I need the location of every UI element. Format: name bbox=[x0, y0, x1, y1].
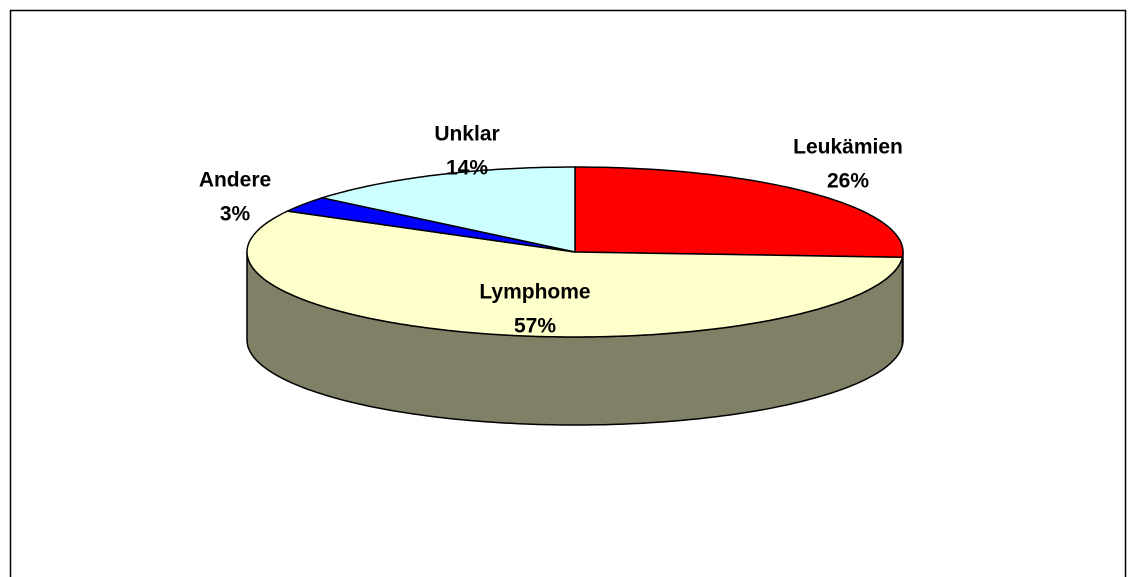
slice bbox=[246, 210, 904, 338]
label-name: Andere bbox=[199, 169, 271, 192]
label-value: 3% bbox=[220, 203, 251, 226]
label-name: Lymphome bbox=[479, 281, 590, 304]
slice bbox=[319, 166, 576, 253]
label-value: 57% bbox=[514, 315, 556, 338]
label-value: 26% bbox=[827, 170, 869, 193]
data-labels: Leukämien 26% Lymphome 57% Andere 3% Unklar 14% bbox=[199, 123, 903, 338]
label-value: 14% bbox=[446, 157, 488, 180]
slice bbox=[574, 166, 904, 259]
pie-tops bbox=[246, 166, 904, 338]
label-name: Leukämien bbox=[793, 136, 903, 159]
label-name: Unklar bbox=[434, 123, 499, 146]
slice bbox=[284, 197, 576, 253]
